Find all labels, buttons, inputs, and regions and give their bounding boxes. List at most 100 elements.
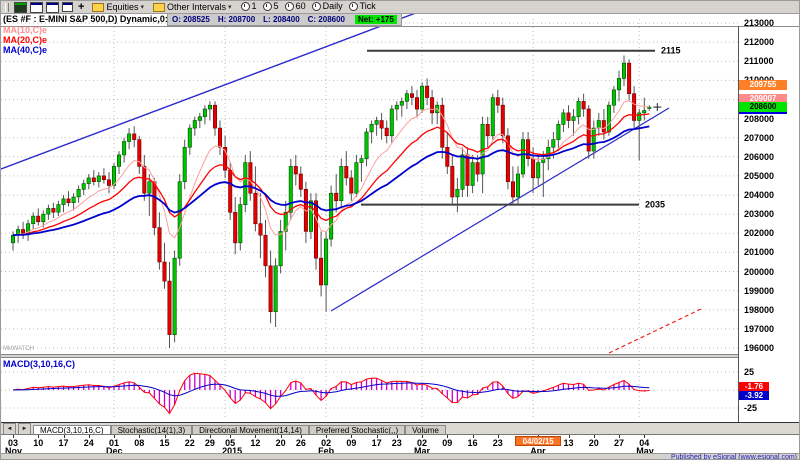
macd-chart[interactable] [1, 358, 738, 421]
date-tick: 15 [159, 438, 170, 448]
indicator-tab-2[interactable]: Stochastic(14(1),3) [110, 424, 193, 436]
date-tick: 20 [275, 438, 286, 448]
indicator-tabs: ◄ ► MACD(3,10,16,C) Stochastic(14(1),3) Di… [1, 422, 799, 436]
month-label: Apr [530, 446, 546, 456]
ma-labels: MA(10,C)e MA(20,C)e MA(40,C)e [3, 25, 47, 55]
indicator-tab-3[interactable]: Directional Movement(14,14) [192, 424, 309, 436]
price-axis-tick: 196000 [744, 343, 775, 353]
price-axis-tick: 198000 [744, 304, 775, 315]
interval-button-5[interactable]: 5 [260, 1, 282, 11]
date-tick: 03 [7, 438, 18, 448]
date-tick: 27 [613, 438, 624, 448]
date-tickmark [38, 435, 40, 438]
price-axis-tick: 208000 [744, 113, 775, 124]
indicator-tab-1[interactable]: MACD(3,10,16,C) [33, 424, 111, 436]
chart-window-icon[interactable] [14, 1, 27, 13]
month-label: Feb [318, 446, 335, 456]
price-axis-tick: 201000 [744, 247, 775, 258]
date-tick: 10 [33, 438, 44, 448]
watermark: MktWATCH [3, 346, 34, 352]
price-axis-tick: 200000 [744, 266, 775, 277]
open-value: O: 208525 [172, 15, 210, 24]
svg-text:2115: 2115 [661, 46, 681, 56]
chart-title: (ES #F : E-MINI S&P 500,D) Dynamic,0:00-… [3, 14, 216, 24]
clock-icon [284, 1, 294, 11]
other-intervals-menu[interactable]: Other Intervals ▾ [150, 2, 235, 12]
toolbar-grip[interactable] [5, 2, 9, 12]
indicator-tab-4[interactable]: Preferred Stochastic(,,) [308, 424, 406, 436]
price-axis-badge: 208600 [739, 102, 787, 113]
date-tick: 23 [391, 438, 402, 448]
interval-label: 60 [295, 1, 306, 12]
last-price-marker [653, 103, 662, 112]
ma40-label: MA(40,C)e [3, 45, 48, 55]
indicator-tab-5[interactable]: Volume [405, 424, 446, 436]
interval-label: Tick [359, 1, 376, 12]
month-label: Nov [5, 446, 23, 456]
equities-menu[interactable]: Equities ▾ [89, 2, 147, 12]
published-by: Published by eSignal (www.esignal.com) [670, 454, 797, 460]
price-axis-tick: 207000 [744, 132, 775, 143]
macd-axis-tick: 25 [744, 367, 755, 377]
ma10-label: MA(10,C)e [3, 25, 48, 35]
right-axis: 2130002120002110002100002090002080002070… [738, 1, 799, 453]
window-layout-icon[interactable] [46, 1, 59, 13]
tabs-scroll-left[interactable]: ◄ [3, 422, 16, 435]
date-tickmark [497, 435, 499, 438]
date-tickmark [326, 435, 328, 438]
price-chart[interactable]: 2115 2035 [1, 13, 738, 354]
new-chart-icon[interactable] [62, 2, 73, 12]
date-tick: 08 [134, 438, 145, 448]
status-bar: Published by eSignal (www.esignal.com) [1, 453, 799, 460]
other-intervals-menu-label: Other Intervals [166, 2, 227, 12]
moving-averages [12, 100, 650, 239]
interval-button-tick[interactable]: Tick [346, 1, 379, 11]
interval-buttons: 1 5 60 Daily Tick [238, 1, 379, 13]
interval-label: 5 [273, 1, 279, 12]
low-value: L: 208400 [263, 15, 300, 24]
price-axis-tick: 204000 [744, 190, 775, 201]
dropdown-arrow-icon: ▾ [228, 4, 232, 11]
tabs-scroll-right[interactable]: ► [18, 422, 31, 435]
month-label: 2015 [222, 446, 243, 456]
tab-items: MACD(3,10,16,C) Stochastic(14(1),3) Direct… [33, 420, 446, 438]
date-tickmark [396, 435, 398, 438]
date-tickmark [472, 435, 474, 438]
date-tick: 02 [417, 438, 428, 448]
date-tickmark [230, 435, 232, 438]
date-tick: 13 [563, 438, 574, 448]
main-toolbar: + Equities ▾ Other Intervals ▾ 1 5 60 Daily… [1, 1, 799, 14]
date-tickmark [189, 435, 191, 438]
svg-text:2035: 2035 [645, 200, 665, 210]
tile-windows-icon[interactable] [30, 1, 43, 13]
date-tickmark [593, 435, 595, 438]
macd-study-label: MACD(3,10,16,C) [3, 359, 76, 369]
horizontal-levels: 2115 2035 [361, 46, 681, 210]
date-tickmark [300, 435, 302, 438]
macd-axis-badge: -3.92 [739, 391, 769, 400]
ma20-label: MA(20,C)e [3, 35, 48, 45]
interval-button-60[interactable]: 60 [282, 1, 309, 11]
date-tick: 29 [204, 438, 215, 448]
date-tick: 09 [346, 438, 357, 448]
high-value: H: 208700 [217, 15, 256, 24]
month-label: Dec [106, 446, 123, 456]
dropdown-arrow-icon: ▾ [140, 4, 144, 11]
equities-menu-label: Equities [106, 2, 139, 12]
add-icon[interactable]: + [78, 1, 85, 13]
date-tickmark [422, 435, 424, 438]
axis-separator [738, 26, 739, 453]
interval-button-daily[interactable]: Daily [309, 1, 346, 11]
price-axis-badge: 209755 [739, 80, 787, 91]
macd-histogram [17, 373, 650, 414]
interval-button-1[interactable]: 1 [238, 1, 260, 11]
macd-gridlines [1, 360, 738, 420]
pane-splitter[interactable] [1, 354, 738, 358]
date-tickmark [13, 435, 14, 438]
date-tickmark [88, 435, 90, 438]
date-tick: 12 [250, 438, 261, 448]
month-label: Mar [414, 446, 431, 456]
date-tick: 16 [467, 438, 478, 448]
price-axis-tick: 197000 [744, 323, 775, 334]
